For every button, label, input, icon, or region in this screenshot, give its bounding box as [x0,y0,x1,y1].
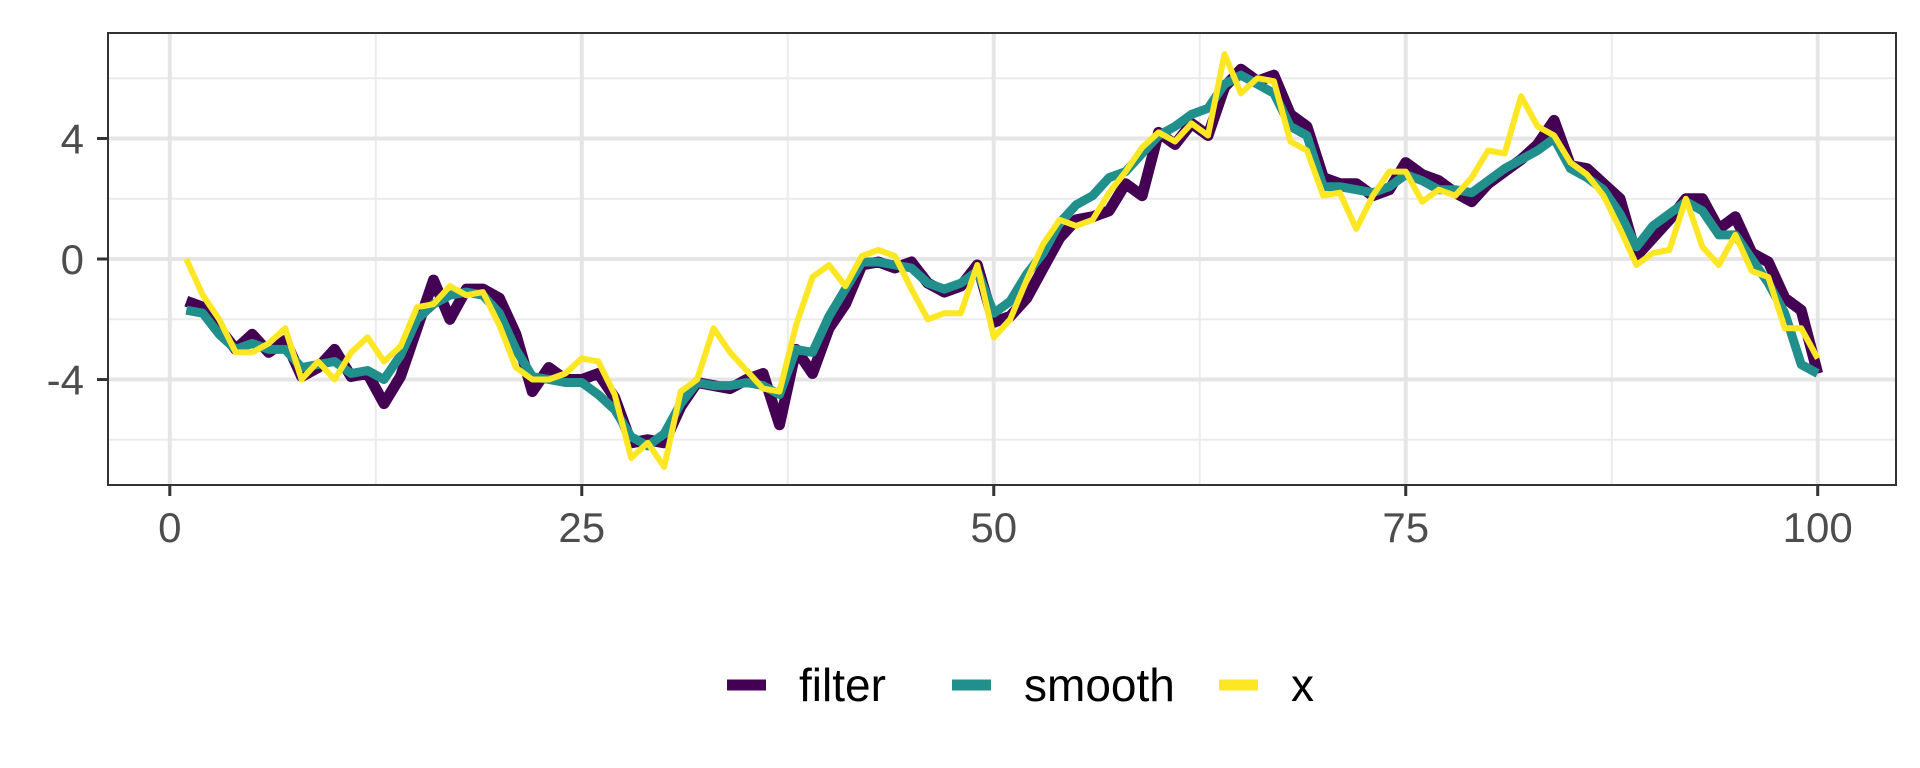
series-line-x [183,51,1821,470]
legend-label-smooth: smooth [1024,659,1175,711]
x-tick-label: 75 [1382,504,1429,551]
legend: filter smooth x [727,659,1314,711]
legend-label-filter: filter [799,659,886,711]
y-tick-label: 4 [61,115,84,162]
y-tick-label: 0 [61,236,84,283]
x-tick-label: 100 [1783,504,1853,551]
y-tick-label: -4 [47,357,84,404]
x-tick-label: 0 [158,504,181,551]
major-gridlines [108,33,1896,485]
axis-ticks [97,136,1820,496]
x-tick-label: 25 [558,504,605,551]
series-layer [183,51,1824,470]
axis-tick-labels: 0 25 50 75 100 -4 0 4 [47,115,1853,551]
legend-label-x: x [1291,659,1314,711]
x-tick-label: 50 [970,504,1017,551]
